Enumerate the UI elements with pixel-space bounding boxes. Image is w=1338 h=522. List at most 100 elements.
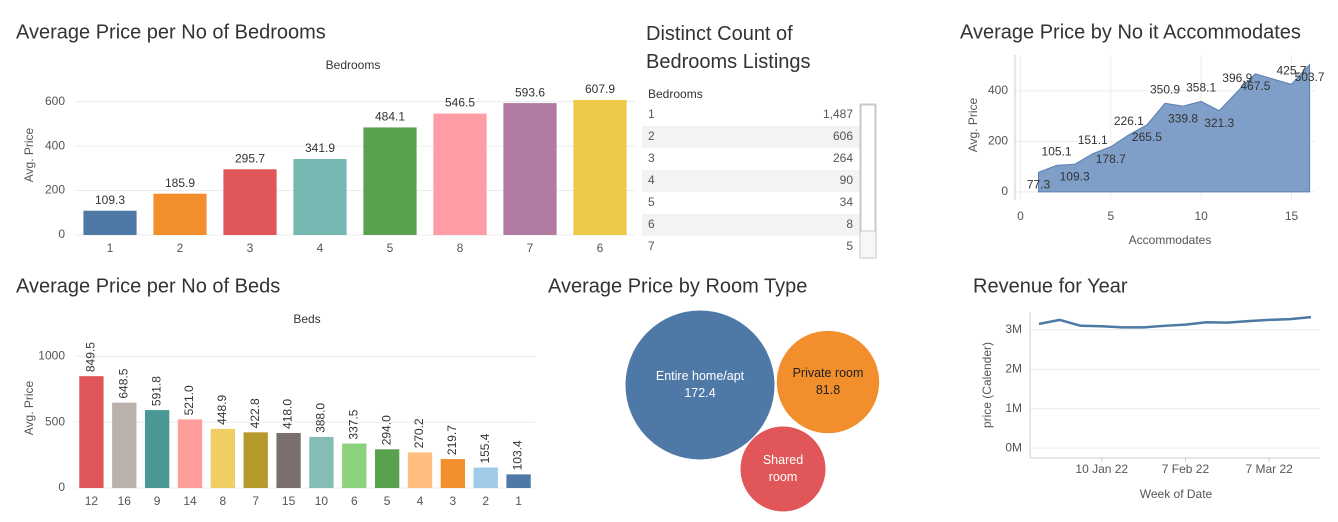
x-tick-label: 4 [417,494,424,508]
x-tick-label: 4 [317,241,324,255]
row-value: 90 [840,173,854,187]
x-tick-label: 5 [387,241,394,255]
value-label: 358.1 [1186,81,1216,95]
x-tick-label: 12 [85,494,99,508]
bar [223,169,277,235]
bubble-label: Entire home/apt 172.4 [644,368,757,402]
value-label: 425.7 [1276,64,1306,78]
bar [83,210,137,235]
bar [177,419,203,488]
bubble [775,329,881,435]
value-label: 185.9 [165,176,195,190]
value-label: 521.0 [182,385,196,415]
chart-title: Average Price per No of Bedrooms [16,21,326,43]
value-label: 396.9 [1222,71,1252,85]
line [1038,315,1312,329]
table-row [642,170,860,192]
value-label: 388.0 [314,403,328,433]
x-tick-label: 16 [118,494,132,508]
x-tick-label: 10 Jan 22 [1075,462,1128,476]
x-tick-label: 5 [384,494,391,508]
table-title: Distinct Count of Bedrooms Listings [646,23,811,73]
x-tick-label: 3 [247,241,254,255]
bar [243,432,268,488]
bar [293,159,347,235]
bar [112,402,137,488]
y-tick-label: 0 [58,227,65,241]
axis-header: Bedrooms [326,58,381,72]
x-tick-label: 1 [107,241,114,255]
bar [79,376,104,488]
value-label: 219.7 [445,425,459,455]
x-tick-label: 7 [527,241,534,255]
row-label: 3 [648,151,655,165]
bubble-value: 81.8 [815,383,841,397]
y-axis-label: Avg. Price [22,380,36,435]
value-label: 448.9 [215,395,229,425]
row-label: 1 [648,107,655,121]
value-label: 607.9 [585,82,615,96]
bubble-label: Private room 81.8 [789,365,866,399]
row-value: 1,487 [823,107,853,121]
column-header: Bedrooms [648,87,703,101]
value-label: 151.1 [1078,133,1108,147]
value-label: 265.5 [1132,130,1162,144]
bar [210,428,236,488]
x-axis-label: Accommodates [1129,233,1212,247]
value-label: 341.9 [305,141,335,155]
table-row [642,214,860,236]
x-tick-label: 3 [450,494,457,508]
bar [503,103,557,235]
scroll-thumb [860,104,876,232]
y-tick-label: 1000 [38,349,65,363]
value-label: 321.3 [1204,116,1234,130]
value-label: 593.6 [515,85,545,99]
row-value: 264 [833,151,853,165]
bar [144,410,170,488]
x-axis-label: Week of Date [1140,487,1213,501]
row-value: 5 [846,239,853,253]
bar [363,127,417,235]
row-label: 4 [648,173,655,187]
value-label: 109.3 [95,193,125,207]
table-body: 1 1,487 2 606 3 264 4 90 5 34 6 8 7 5 [642,104,860,258]
x-tick-label: 8 [220,494,227,508]
table-row [642,104,860,126]
row-label: 6 [648,217,655,231]
value-label: 77.3 [1027,178,1051,192]
area [1037,63,1311,193]
value-label: 422.8 [248,398,262,428]
row-value: 606 [833,129,853,143]
bubble-category: Shared room [762,453,804,484]
x-tick-label: 8 [457,241,464,255]
bar [407,452,433,488]
y-tick-label: 400 [45,138,65,152]
value-label: 337.5 [346,409,360,439]
y-tick-label: 500 [45,414,65,428]
y-axis-label: Avg. Price [22,127,36,182]
value-label: 484.1 [375,110,405,124]
value-label: 295.7 [235,151,265,165]
value-label: 350.9 [1150,82,1180,96]
value-label: 467.5 [1240,79,1270,93]
bubble-category: Entire home/apt [655,369,745,383]
y-tick-label: 0M [1005,440,1022,454]
y-tick-label: 200 [45,183,65,197]
x-tick-label: 2 [177,241,184,255]
row-value: 34 [840,195,854,209]
bar [153,193,207,235]
value-label: 109.3 [1060,169,1090,183]
value-label: 648.5 [116,368,130,398]
bar [506,474,531,488]
x-tick-label: 1 [515,494,522,508]
chart-title: Average Price by No it Accommodates [960,21,1301,43]
x-tick-label: 9 [154,494,161,508]
x-tick-label: 7 Feb 22 [1162,462,1210,476]
bar [309,436,334,488]
bar [573,99,627,236]
row-label: 7 [648,239,655,253]
value-label: 105.1 [1042,145,1072,159]
chart-title: Revenue for Year [973,275,1128,297]
chart-title: Average Price per No of Beds [16,275,280,297]
